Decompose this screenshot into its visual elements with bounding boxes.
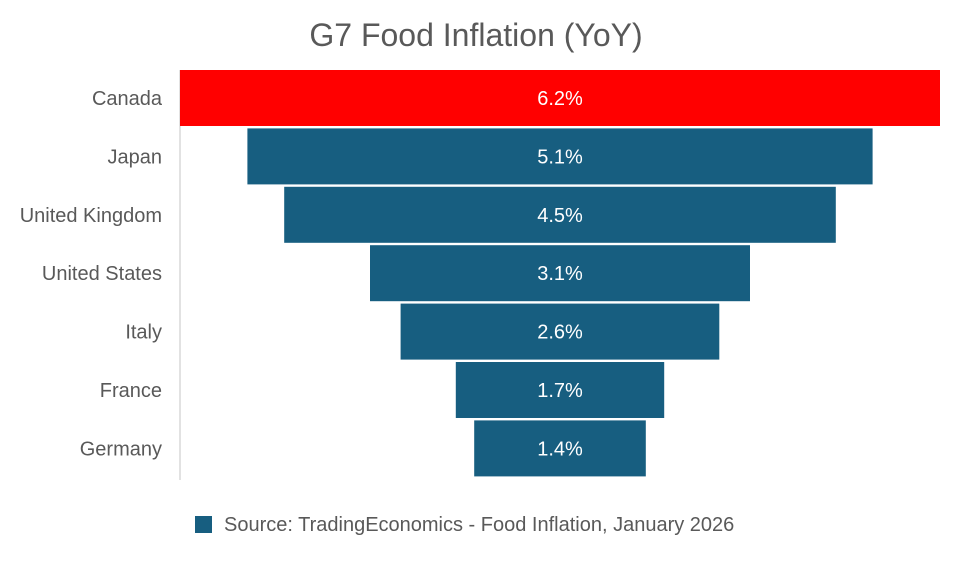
data-label-united-kingdom: 4.5% — [537, 205, 583, 227]
category-label-italy: Italy — [125, 322, 162, 344]
data-label-united-states: 3.1% — [537, 263, 583, 285]
bar-italy — [400, 303, 720, 360]
legend: Source: TradingEconomics - Food Inflatio… — [195, 514, 734, 536]
category-label-united-kingdom: United Kingdom — [20, 205, 162, 227]
data-label-canada: 6.2% — [537, 88, 583, 110]
data-label-italy: 2.6% — [537, 322, 583, 344]
category-label-germany: Germany — [80, 438, 162, 460]
category-label-united-states: United States — [42, 263, 162, 285]
bars-group: 6.2% Canada 5.1% Japan 4.5% United Kingdom 3.1… — [20, 70, 940, 477]
bar-japan — [247, 128, 873, 185]
legend-swatch — [195, 516, 212, 533]
bar-united-kingdom — [284, 186, 836, 243]
category-label-canada: Canada — [92, 88, 163, 110]
category-label-japan: Japan — [108, 146, 163, 168]
bar-france — [455, 362, 665, 418]
data-label-japan: 5.1% — [537, 146, 583, 168]
category-label-france: France — [100, 380, 162, 402]
data-label-germany: 1.4% — [537, 438, 583, 460]
bar-canada — [180, 70, 940, 126]
bar-united-states — [370, 245, 750, 302]
legend-label: Source: TradingEconomics - Food Inflatio… — [224, 514, 734, 536]
chart-title: G7 Food Inflation (YoY) — [309, 17, 642, 53]
bar-germany — [474, 420, 646, 477]
data-label-france: 1.7% — [537, 380, 583, 402]
